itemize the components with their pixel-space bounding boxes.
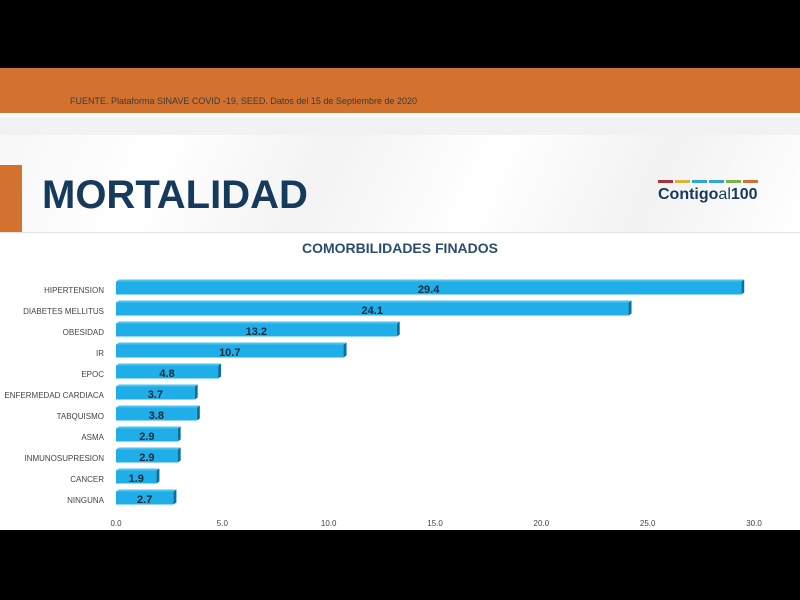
logo-text-1: Contigo	[658, 186, 719, 203]
category-label: ENFERMEDAD CARDIACA	[4, 391, 104, 400]
source-band: FUENTE. Plataforma SINAVE COVID -19, SEE…	[0, 68, 800, 113]
value-label: 24.1	[362, 305, 383, 317]
value-label: 1.9	[129, 473, 144, 485]
category-label: OBESIDAD	[63, 328, 105, 337]
bar-side	[194, 384, 198, 400]
value-label: 13.2	[246, 326, 267, 338]
bar-top	[116, 426, 181, 429]
bar-top	[116, 321, 400, 324]
page-title: MORTALIDAD	[42, 173, 308, 217]
bar-side	[177, 447, 181, 463]
value-label: 2.9	[139, 431, 154, 443]
category-label: INMUNOSUPRESION	[24, 454, 104, 463]
category-label: CANCER	[70, 475, 104, 484]
bar-side	[741, 279, 745, 295]
value-label: 4.8	[159, 368, 174, 380]
bar	[116, 491, 174, 505]
bar	[116, 407, 197, 421]
category-label: EPOC	[81, 370, 104, 379]
source-text: FUENTE. Plataforma SINAVE COVID -19, SEE…	[70, 96, 417, 106]
bar-top	[116, 405, 200, 408]
category-label: NINGUNA	[67, 496, 105, 505]
bar-chart: COMORBILIDADES FINADOS HIPERTENSION 29.4 D…	[4, 240, 762, 528]
bar-side	[396, 321, 400, 337]
value-label: 29.4	[418, 284, 440, 296]
bar	[116, 344, 344, 358]
category-label: TABQUISMO	[57, 412, 104, 421]
bar-top	[116, 489, 177, 492]
bar	[116, 302, 629, 316]
category-label: IR	[96, 349, 104, 358]
logo-text-2: al	[718, 186, 731, 203]
x-tick-label: 15.0	[427, 519, 443, 528]
x-tick-label: 0.0	[110, 519, 122, 528]
bar-side	[628, 300, 632, 316]
logo-text-3: 100	[730, 186, 758, 203]
value-label: 10.7	[219, 347, 240, 359]
value-label: 3.7	[148, 389, 163, 401]
bar-top	[116, 279, 745, 282]
bar-top	[116, 447, 181, 450]
x-tick-label: 5.0	[217, 519, 229, 528]
bar	[116, 323, 397, 337]
contigo-al-100-logo: Contigoal100	[658, 180, 758, 204]
bar	[116, 365, 219, 379]
logo-stripe	[692, 180, 707, 183]
logo-stripe	[743, 180, 758, 183]
category-label: DIABETES MELLITUS	[23, 307, 104, 316]
bar	[116, 386, 195, 400]
bar-top	[116, 342, 347, 345]
bar-side	[173, 489, 177, 505]
chart-title: COMORBILIDADES FINADOS	[302, 240, 498, 256]
orange-accent	[0, 165, 22, 232]
logo-stripe	[726, 180, 741, 183]
bar-top	[116, 468, 160, 471]
bar-top	[116, 384, 198, 387]
divider-band	[0, 117, 800, 135]
x-tick-label: 20.0	[534, 519, 550, 528]
title-banner: MORTALIDAD Contigoal100	[0, 135, 800, 233]
bar-top	[116, 300, 632, 303]
value-label: 3.8	[149, 410, 164, 422]
bar	[116, 428, 178, 442]
x-tick-label: 10.0	[321, 519, 337, 528]
category-label: HIPERTENSION	[44, 286, 104, 295]
bar-side	[156, 468, 160, 484]
bar-side	[196, 405, 200, 421]
category-label: ASMA	[81, 433, 104, 442]
bar	[116, 449, 178, 463]
bar-top	[116, 363, 222, 366]
bar-side	[343, 342, 347, 358]
slide: FUENTE. Plataforma SINAVE COVID -19, SEE…	[0, 68, 800, 530]
bar	[116, 281, 742, 295]
value-label: 2.9	[139, 452, 154, 464]
bar-side	[177, 426, 181, 442]
value-label: 2.7	[137, 494, 152, 506]
logo-stripe	[675, 180, 690, 183]
bar	[116, 470, 157, 484]
logo-stripe	[658, 180, 673, 183]
bar-side	[218, 363, 222, 379]
x-tick-label: 30.0	[746, 519, 762, 528]
logo-stripe	[709, 180, 724, 183]
logo-stripes	[658, 180, 758, 183]
x-tick-label: 25.0	[640, 519, 656, 528]
